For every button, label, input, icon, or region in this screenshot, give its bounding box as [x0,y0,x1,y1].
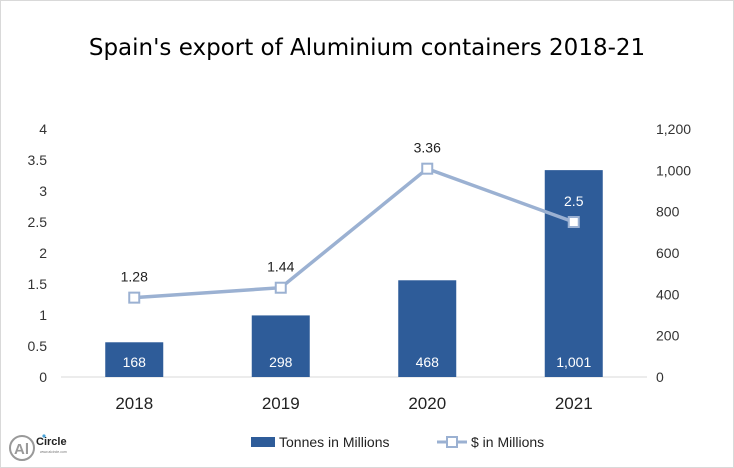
line-marker [274,281,287,294]
x-axis-tick: 2020 [408,394,446,413]
line-marker [421,162,434,175]
bar-data-label: 168 [123,354,147,370]
bar [105,342,164,377]
left-axis-tick: 3.5 [28,152,48,168]
left-axis-tick: 1 [39,307,47,323]
line-data-label: 3.36 [414,140,441,156]
right-axis-tick: 800 [656,204,680,220]
legend-marker-line [446,436,458,448]
left-axis-tick: 2 [39,245,47,261]
line-marker [128,291,141,304]
alcircle-logo: Al Circle www.alcircle.com [7,431,77,467]
bar-data-label: 1,001 [556,354,591,370]
right-axis-tick: 600 [656,245,680,261]
bar-data-label: 298 [269,354,293,370]
x-axis-tick: 2018 [115,394,153,413]
bar [251,315,310,377]
bar [544,170,603,377]
line-series [134,166,575,300]
left-axis-tick: 0 [39,369,47,385]
line-data-label: 2.5 [564,193,584,209]
right-axis-tick: 400 [656,286,680,302]
left-axis-tick: 1.5 [28,276,48,292]
right-axis-tick: 200 [656,328,680,344]
left-axis-tick: 0.5 [28,338,48,354]
svg-text:www.alcircle.com: www.alcircle.com [40,450,67,454]
x-axis-tick: 2021 [555,394,593,413]
bar-data-label: 468 [416,354,440,370]
line-marker [567,216,580,228]
line-data-label: 1.28 [121,269,148,285]
bar [398,280,457,377]
x-axis-tick: 2019 [262,394,300,413]
right-axis-tick: 0 [656,369,664,385]
right-axis-tick: 1,000 [656,162,691,178]
legend-label-bar: Tonnes in Millions [279,434,390,450]
chart-title: Spain's export of Aluminium containers 2… [88,35,646,61]
left-axis-tick: 4 [39,121,47,137]
legend-swatch-bar [251,437,275,447]
legend-label-line: $ in Millions [471,434,544,450]
svg-text:Al: Al [14,441,29,458]
line-data-label: 1.44 [267,259,294,275]
svg-text:Circle: Circle [36,436,67,448]
right-axis-tick: 1,200 [656,121,691,137]
left-axis-tick: 3 [39,183,47,199]
left-axis-tick: 2.5 [28,214,48,230]
